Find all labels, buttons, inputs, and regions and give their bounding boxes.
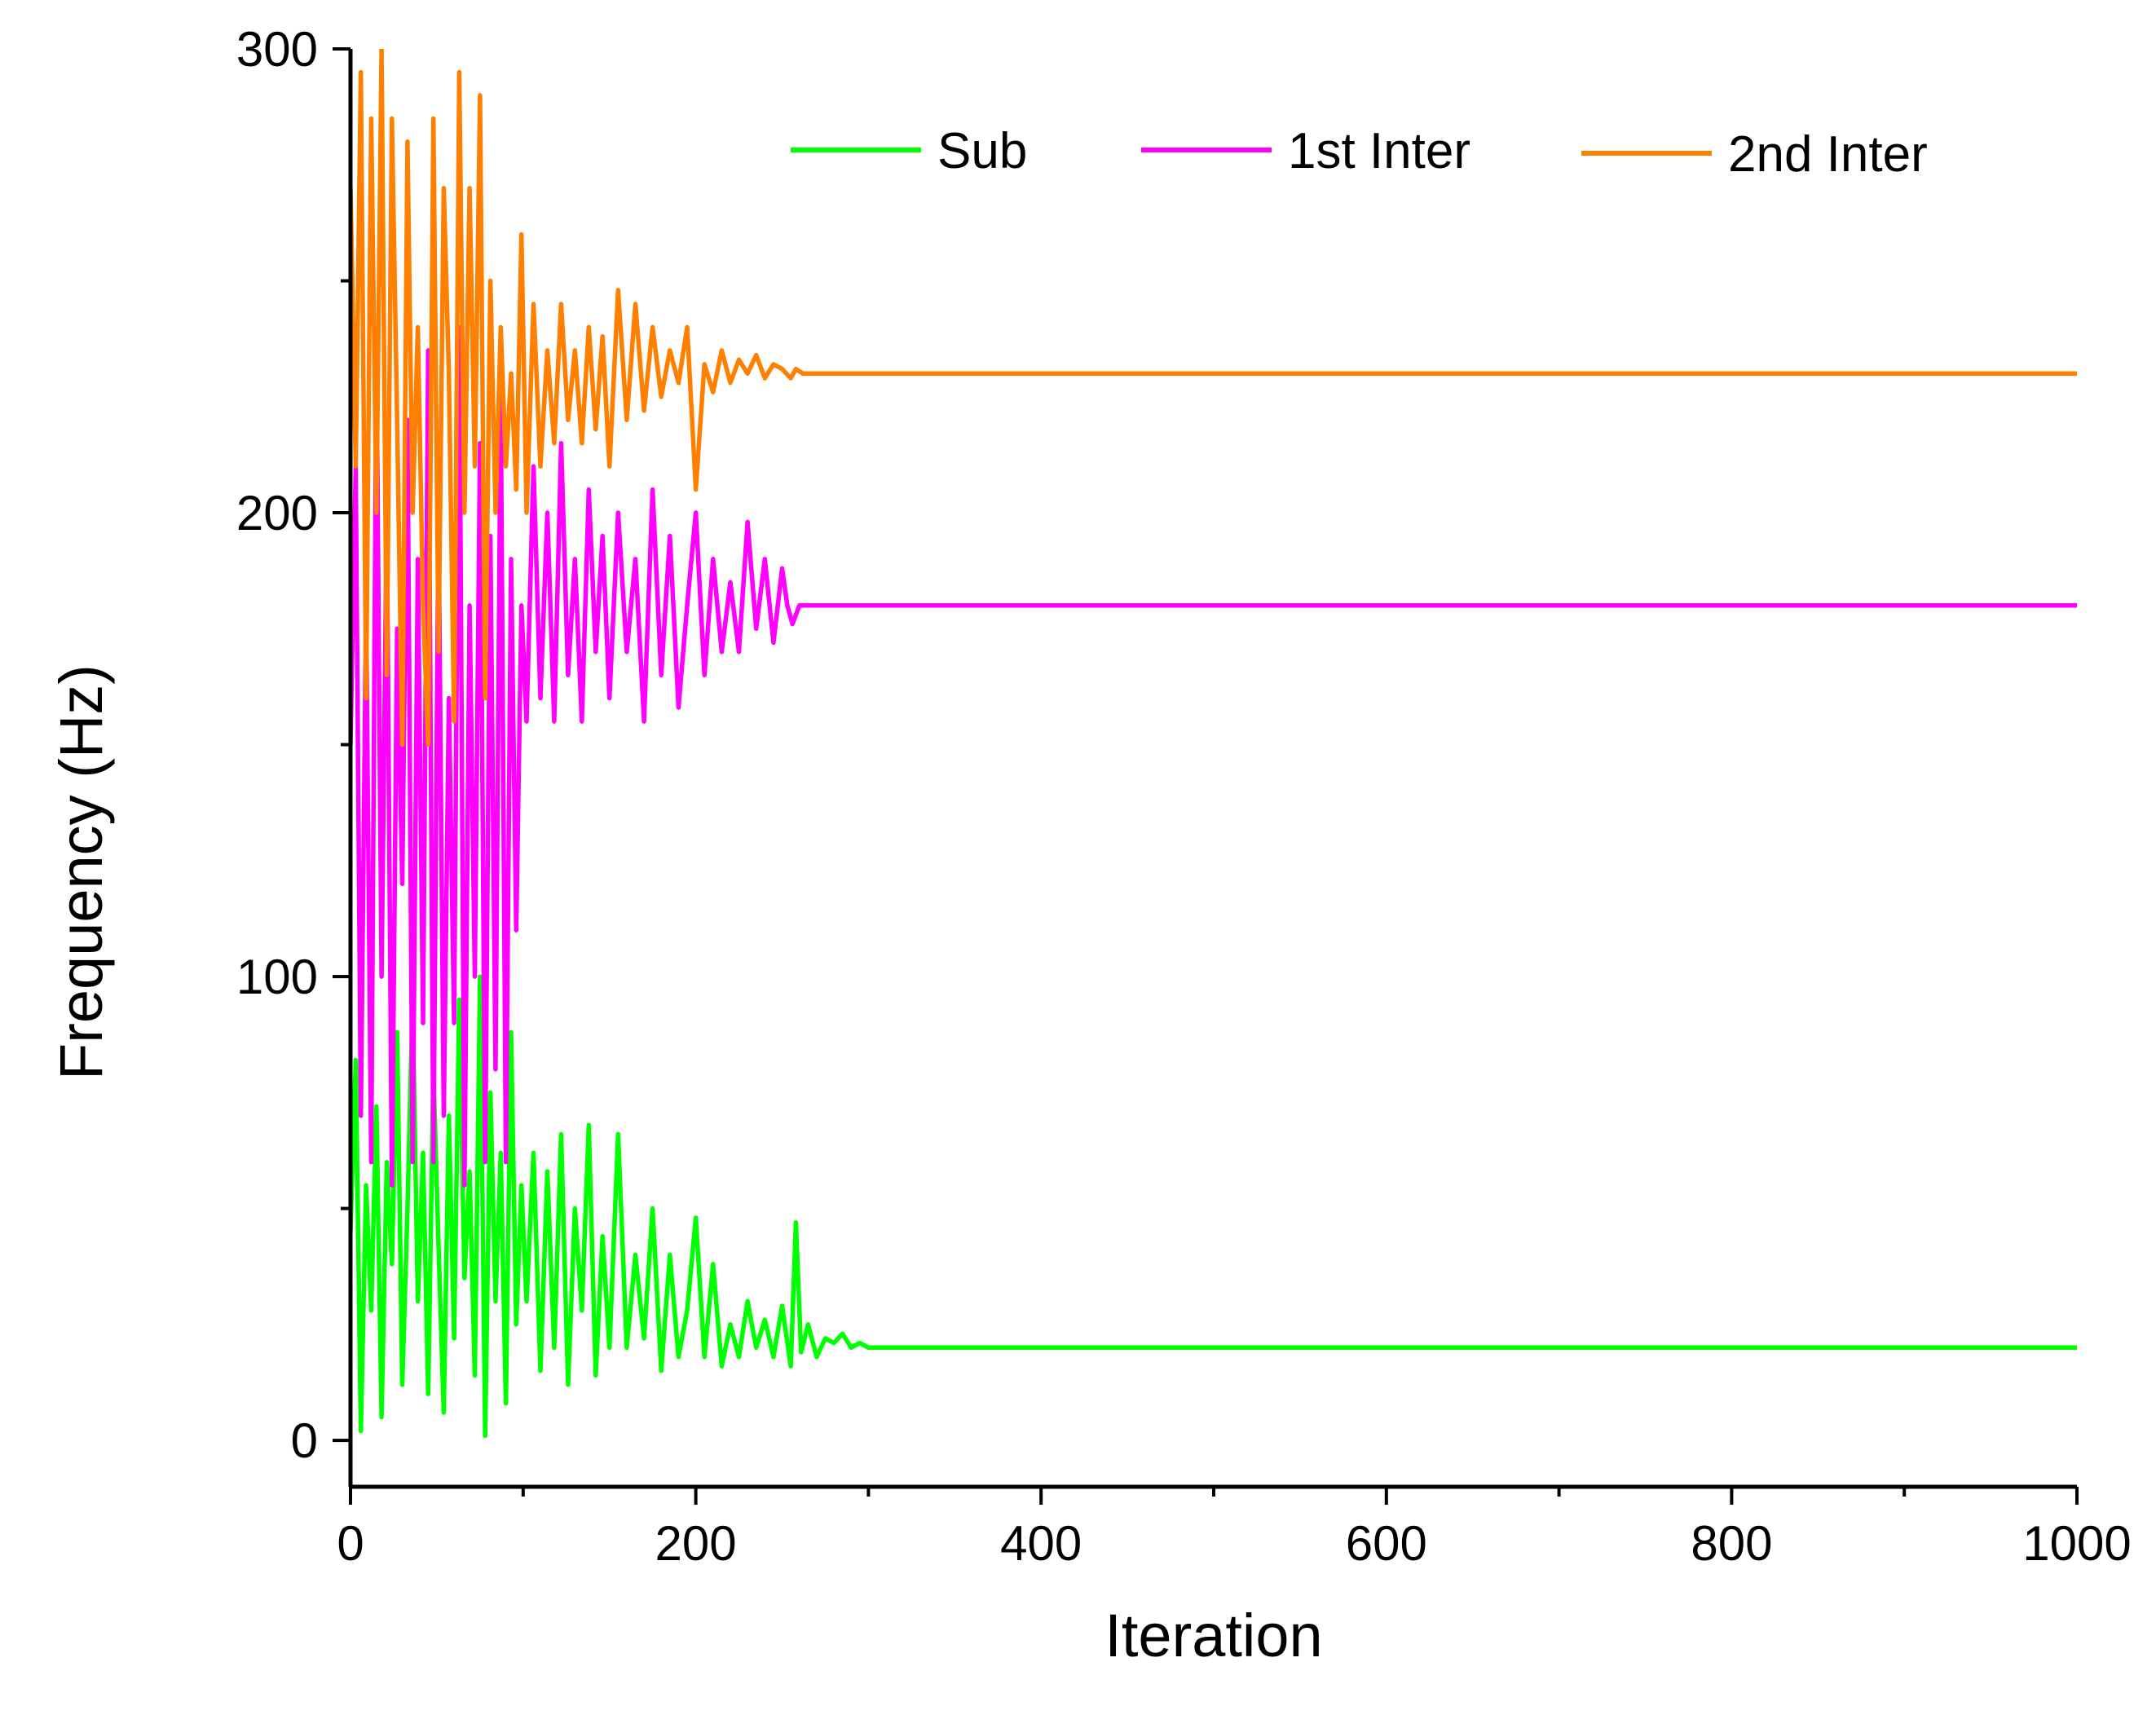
series-line-2nd-inter — [349, 49, 2077, 747]
series-line-1st-inter — [349, 324, 2077, 1188]
axes-layer — [348, 49, 2077, 1489]
y-tick-label: 200 — [236, 486, 318, 540]
ticks-layer: 0 200 400 600 800 1000 0 100 200 300 — [236, 22, 2132, 1571]
y-tick-label: 300 — [236, 22, 318, 77]
series-line-sub — [349, 974, 2077, 1439]
x-axis-title: Iteration — [1104, 1602, 1322, 1669]
x-tick-label: 600 — [1346, 1516, 1427, 1571]
x-tick-label: 200 — [655, 1516, 737, 1571]
legend: Sub 1st Inter 2nd Inter — [791, 123, 1928, 183]
series-layer — [349, 49, 2077, 1439]
legend-label: 1st Inter — [1288, 123, 1470, 179]
x-tick-label: 400 — [1000, 1516, 1082, 1571]
x-tick-label: 1000 — [2022, 1516, 2131, 1571]
x-tick-label: 800 — [1691, 1516, 1772, 1571]
y-tick-label: 0 — [291, 1413, 318, 1468]
y-tick-label: 100 — [236, 950, 318, 1004]
y-axis-title: Frequency (Hz) — [47, 664, 115, 1080]
legend-label: Sub — [937, 123, 1027, 179]
legend-label: 2nd Inter — [1728, 126, 1928, 183]
x-tick-label: 0 — [337, 1516, 364, 1571]
